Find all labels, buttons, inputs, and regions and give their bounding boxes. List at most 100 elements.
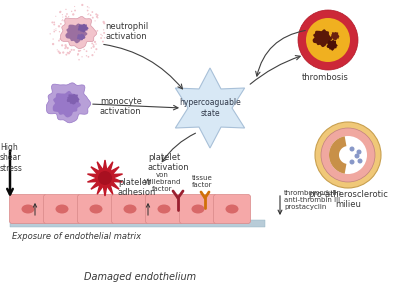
Circle shape <box>74 10 76 11</box>
FancyBboxPatch shape <box>10 195 46 224</box>
Circle shape <box>64 44 67 46</box>
Circle shape <box>87 6 88 8</box>
Circle shape <box>59 52 61 54</box>
Circle shape <box>58 50 60 52</box>
Polygon shape <box>313 29 332 47</box>
Circle shape <box>354 154 360 159</box>
Text: neutrophil
activation: neutrophil activation <box>105 22 148 41</box>
Circle shape <box>91 42 93 45</box>
Polygon shape <box>329 136 346 174</box>
Text: thrombosis: thrombosis <box>302 73 348 82</box>
Text: von
Willebrand
factor: von Willebrand factor <box>143 172 181 192</box>
Circle shape <box>62 16 63 18</box>
Circle shape <box>64 47 66 49</box>
Circle shape <box>68 16 69 17</box>
Polygon shape <box>46 83 91 123</box>
Circle shape <box>358 159 362 163</box>
Ellipse shape <box>90 205 102 214</box>
Circle shape <box>60 23 62 25</box>
Circle shape <box>61 44 63 46</box>
Circle shape <box>81 4 84 6</box>
Circle shape <box>96 16 98 18</box>
Circle shape <box>97 17 98 18</box>
Circle shape <box>54 29 55 30</box>
Circle shape <box>315 122 381 188</box>
Circle shape <box>329 136 367 174</box>
Polygon shape <box>77 34 86 40</box>
FancyBboxPatch shape <box>10 220 265 227</box>
Circle shape <box>77 54 78 56</box>
Circle shape <box>55 16 56 17</box>
Circle shape <box>306 18 350 62</box>
Circle shape <box>92 17 94 19</box>
Ellipse shape <box>124 205 136 214</box>
Circle shape <box>81 56 83 57</box>
Polygon shape <box>327 40 338 51</box>
Circle shape <box>66 13 68 15</box>
Polygon shape <box>60 16 97 49</box>
Circle shape <box>73 49 75 51</box>
Polygon shape <box>53 91 81 117</box>
Circle shape <box>71 11 72 12</box>
Ellipse shape <box>56 205 68 214</box>
FancyBboxPatch shape <box>44 195 80 224</box>
Text: tissue
factor: tissue factor <box>192 175 212 188</box>
Polygon shape <box>88 160 122 196</box>
Circle shape <box>298 10 358 70</box>
Circle shape <box>87 14 88 15</box>
Polygon shape <box>175 68 245 148</box>
Circle shape <box>62 14 63 15</box>
Circle shape <box>62 19 63 20</box>
FancyBboxPatch shape <box>180 195 216 224</box>
Circle shape <box>104 37 105 38</box>
FancyBboxPatch shape <box>112 195 148 224</box>
Circle shape <box>91 54 94 56</box>
Polygon shape <box>331 32 339 40</box>
FancyBboxPatch shape <box>214 195 250 224</box>
Ellipse shape <box>226 205 238 214</box>
Circle shape <box>55 30 56 31</box>
Circle shape <box>52 38 54 40</box>
Text: platelet
adhesion: platelet adhesion <box>118 178 156 197</box>
Circle shape <box>50 33 51 35</box>
Text: Exposure of endothelial matrix: Exposure of endothelial matrix <box>12 232 141 241</box>
Ellipse shape <box>22 205 34 214</box>
Text: hypercoaguable
state: hypercoaguable state <box>179 98 241 118</box>
Circle shape <box>53 31 55 33</box>
Circle shape <box>92 45 95 48</box>
Circle shape <box>66 54 67 56</box>
Circle shape <box>93 44 94 46</box>
Circle shape <box>88 7 90 8</box>
Circle shape <box>356 149 362 154</box>
Circle shape <box>84 49 85 50</box>
Circle shape <box>91 47 92 49</box>
Circle shape <box>94 20 96 21</box>
Circle shape <box>65 9 67 10</box>
Circle shape <box>90 14 91 16</box>
Circle shape <box>66 47 69 49</box>
Circle shape <box>63 20 64 21</box>
Circle shape <box>97 14 98 16</box>
Circle shape <box>103 32 105 34</box>
Circle shape <box>102 41 104 42</box>
Circle shape <box>78 50 80 52</box>
Circle shape <box>100 34 102 35</box>
Text: pro-atherosclerotic
milieu: pro-atherosclerotic milieu <box>308 190 388 209</box>
Polygon shape <box>65 23 88 43</box>
Text: monocyte
activation: monocyte activation <box>100 97 142 116</box>
Circle shape <box>52 43 54 45</box>
Circle shape <box>53 23 55 25</box>
Circle shape <box>65 46 67 48</box>
Circle shape <box>68 52 70 54</box>
Circle shape <box>74 6 75 7</box>
Circle shape <box>95 13 97 15</box>
Circle shape <box>350 146 354 151</box>
Circle shape <box>78 59 80 60</box>
Ellipse shape <box>158 205 170 214</box>
Circle shape <box>62 20 63 21</box>
Circle shape <box>94 41 96 43</box>
Circle shape <box>65 16 67 17</box>
Circle shape <box>100 37 102 39</box>
Text: platelet
activation: platelet activation <box>148 153 190 172</box>
Circle shape <box>90 15 91 16</box>
